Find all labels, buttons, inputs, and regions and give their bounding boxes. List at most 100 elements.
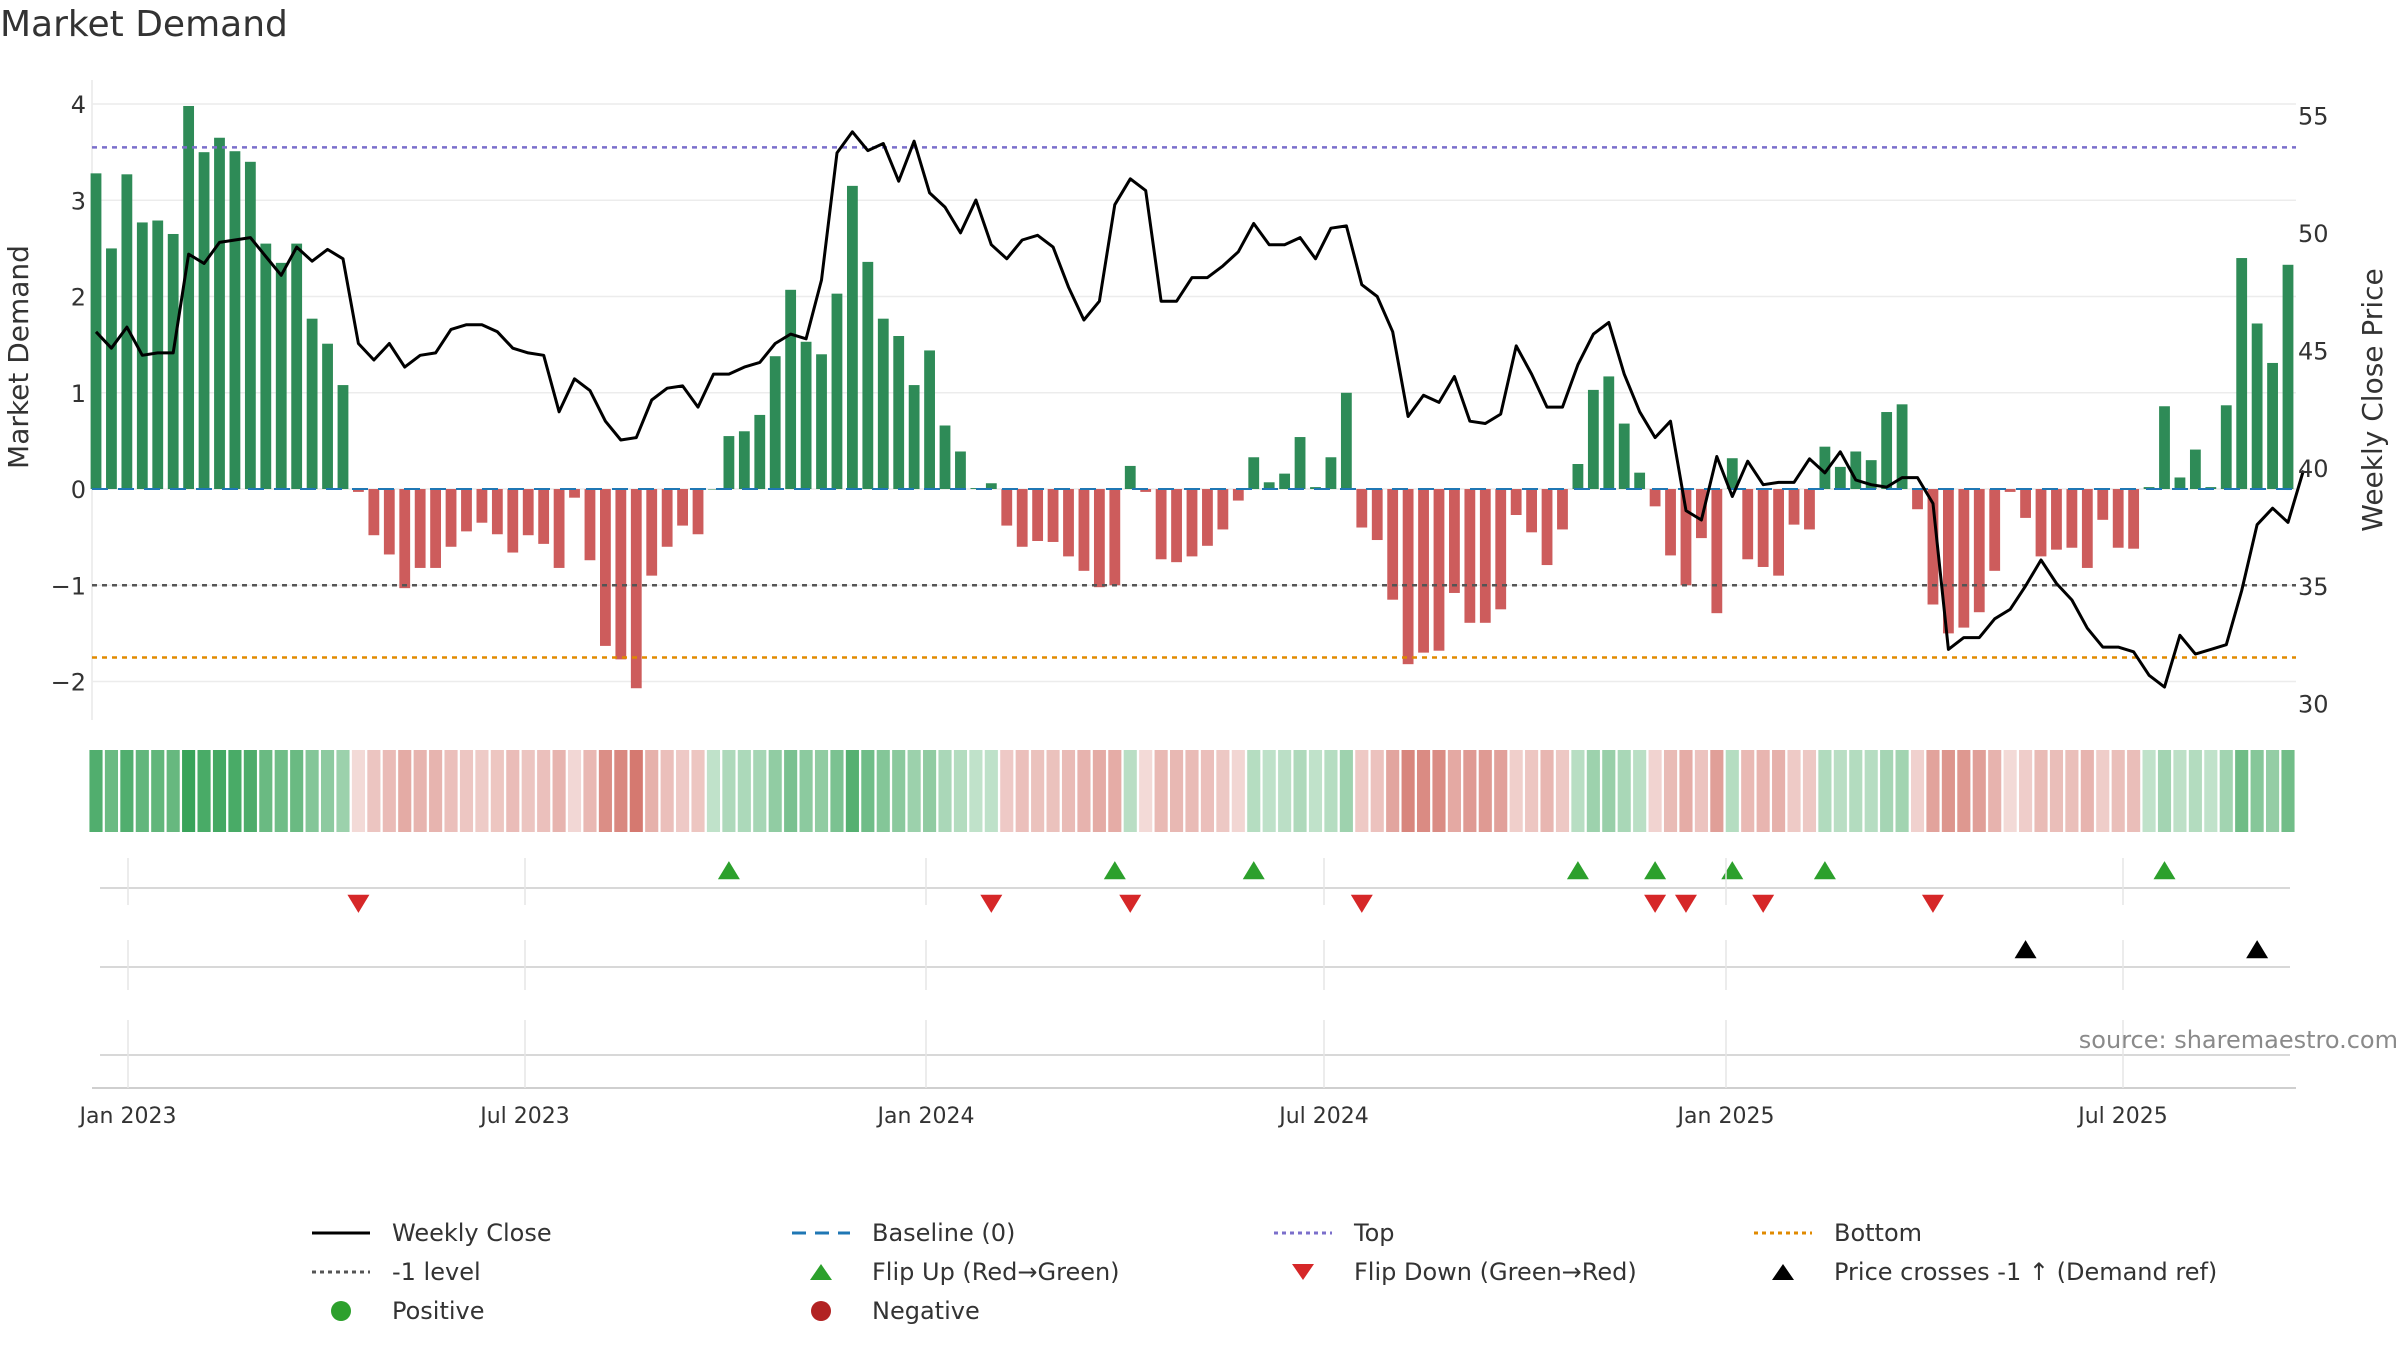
heat-cell — [2003, 750, 2017, 832]
demand-bar — [1773, 489, 1784, 576]
heat-cell — [1031, 750, 1045, 832]
legend-swatch — [811, 1301, 831, 1321]
legend-item: Bottom — [1752, 1215, 1922, 1251]
heat-cell — [1509, 750, 1523, 832]
heat-cell — [1694, 750, 1708, 832]
x-tick-label: Jan 2024 — [876, 1104, 975, 1129]
demand-bar — [985, 483, 997, 490]
flip-down-marker — [1921, 894, 1944, 913]
demand-bar — [383, 489, 395, 555]
demand-bar — [152, 220, 164, 490]
demand-bar — [708, 489, 719, 490]
heat-cell — [2142, 750, 2156, 832]
demand-bar — [2189, 449, 2201, 490]
heat-cell — [104, 750, 118, 832]
heat-cell — [228, 750, 242, 832]
demand-bar — [291, 243, 303, 490]
flip-down-marker — [980, 894, 1003, 913]
demand-bar — [738, 431, 750, 490]
heat-cell — [552, 750, 566, 832]
heat-cell — [799, 750, 813, 832]
demand-bar — [1217, 489, 1229, 530]
heat-cell — [506, 750, 520, 832]
heat-cell — [2034, 750, 2048, 832]
demand-bar — [1757, 489, 1769, 567]
heat-cell — [1185, 750, 1199, 832]
heat-cell — [1633, 750, 1647, 832]
x-tick-label: Jan 2023 — [78, 1104, 177, 1129]
demand-bar — [1464, 489, 1476, 623]
heat-cell — [1200, 750, 1214, 832]
demand-bar — [1093, 489, 1105, 588]
heat-cell — [1339, 750, 1353, 832]
heat-cell — [567, 750, 582, 832]
heat-cell — [475, 750, 489, 832]
demand-bar — [1140, 489, 1152, 492]
demand-bar — [600, 489, 611, 646]
right-axis-ticks: 30 35 40 45 50 55 — [2298, 102, 2329, 718]
heat-cell — [444, 750, 458, 832]
signal-rows — [92, 887, 2296, 1089]
demand-bar — [538, 489, 550, 544]
demand-bar — [846, 185, 858, 490]
heat-cell — [2111, 750, 2125, 832]
left-tick-label: −2 — [51, 669, 86, 697]
left-tick-label: 2 — [71, 284, 86, 312]
demand-bar — [1927, 489, 1939, 605]
demand-bar — [167, 233, 179, 490]
legend-label: Top — [1354, 1219, 1395, 1247]
heat-cell — [1170, 750, 1184, 832]
heat-cell — [1571, 750, 1585, 832]
heat-cell — [1525, 750, 1539, 832]
heat-cell — [845, 750, 859, 832]
heat-cell — [1926, 750, 1940, 832]
heat-cell — [2127, 750, 2141, 832]
demand-bar — [1016, 489, 1028, 547]
heat-cell — [1787, 750, 1801, 832]
legend-item: Price crosses -1 ↑ (Demand ref) — [1752, 1254, 2217, 1290]
legend-item: Weekly Close — [310, 1215, 552, 1251]
flip-up-marker — [1566, 861, 1589, 880]
demand-bar — [816, 354, 827, 490]
heat-cell — [1278, 750, 1292, 832]
demand-bar — [2128, 489, 2140, 549]
legend-triangle-icon — [1292, 1264, 1314, 1280]
left-tick-label: 4 — [71, 91, 86, 119]
demand-bar — [1232, 489, 1244, 501]
demand-bar — [1032, 489, 1044, 541]
legend-label: Positive — [392, 1297, 485, 1325]
demand-bar — [1001, 489, 1013, 526]
flip-down-marker — [347, 894, 370, 913]
source-credit: source: sharemaestro.com — [2078, 1026, 2398, 1054]
demand-bar — [785, 289, 797, 490]
right-tick-label: 35 — [2298, 573, 2329, 601]
demand-bar — [275, 262, 287, 490]
x-tick-label: Jul 2025 — [2076, 1104, 2168, 1129]
demand-bar — [1526, 489, 1538, 533]
demand-bar — [414, 489, 426, 568]
demand-bar — [2159, 406, 2170, 490]
heat-cell — [2096, 750, 2110, 832]
heat-cell — [1957, 750, 1971, 832]
heat-cell — [691, 750, 705, 832]
legend-label: Price crosses -1 ↑ (Demand ref) — [1834, 1258, 2218, 1286]
heat-cell — [722, 750, 736, 832]
heat-cell — [1401, 750, 1415, 832]
demand-bar — [2251, 323, 2263, 490]
demand-bar — [445, 489, 457, 547]
heat-cell — [2173, 750, 2187, 832]
heat-cell — [2157, 750, 2172, 832]
flip-up-marker — [717, 861, 740, 880]
heat-cell — [1061, 750, 1076, 832]
demand-bar — [1618, 423, 1630, 490]
heat-cell — [1988, 750, 2002, 832]
reference-lines — [92, 146, 2296, 659]
heat-cell — [938, 750, 952, 832]
legend-triangle-icon — [1772, 1264, 1794, 1280]
flip-up-marker — [1721, 861, 1744, 880]
legend-label: Baseline (0) — [872, 1219, 1016, 1247]
demand-bar — [2112, 489, 2124, 548]
legend-swatch — [792, 1231, 850, 1235]
demand-bar — [1387, 489, 1399, 600]
demand-bar — [677, 489, 688, 526]
